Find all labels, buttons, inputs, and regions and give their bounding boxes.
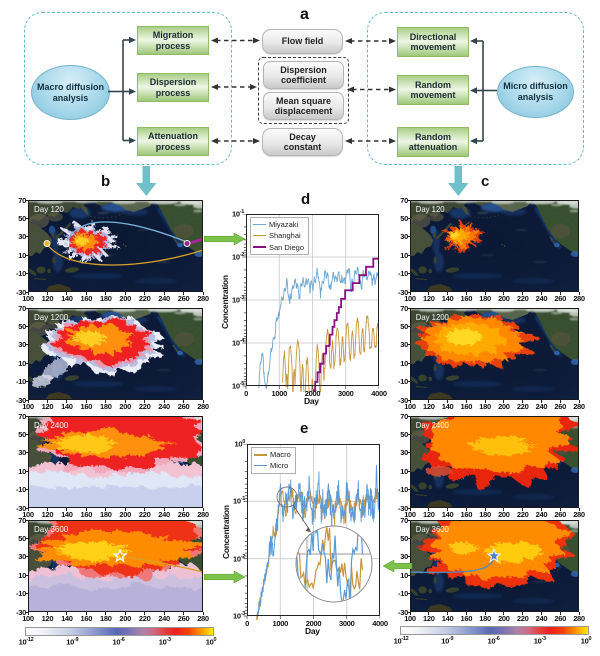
svg-text:Day 1200: Day 1200 [416, 313, 450, 322]
svg-text:Day 1200: Day 1200 [34, 313, 69, 322]
svg-text:Day 120: Day 120 [34, 205, 64, 214]
svg-text:Day 2400: Day 2400 [34, 421, 69, 430]
svg-text:Day 3600: Day 3600 [416, 525, 450, 534]
svg-text:Day 3600: Day 3600 [34, 525, 69, 534]
svg-text:Day 120: Day 120 [416, 205, 445, 214]
svg-text:Day 2400: Day 2400 [416, 421, 450, 430]
